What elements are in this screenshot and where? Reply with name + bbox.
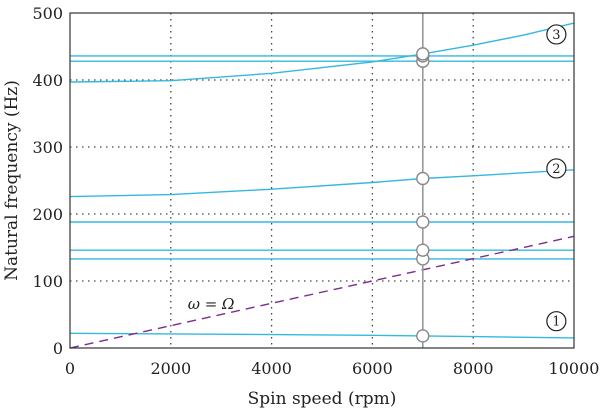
y-tick-label: 100: [32, 272, 63, 291]
mode-label-circle: [546, 311, 567, 332]
operating-point-marker: [416, 47, 430, 61]
x-tick-label: 0: [65, 359, 75, 378]
series-line-5: [69, 169, 575, 198]
y-tick-label: 400: [32, 71, 63, 90]
x-tick-label: 10000: [549, 359, 600, 378]
operating-markers: [416, 47, 430, 343]
mode-label-text: 2: [552, 162, 560, 177]
series-line-9: [69, 235, 575, 349]
y-tick-label: 0: [53, 339, 63, 358]
y-tick-label: 500: [32, 4, 63, 23]
operating-point-marker: [416, 171, 430, 186]
x-axis-title: Spin speed (rpm): [248, 389, 397, 409]
operating-point-marker: [416, 243, 430, 257]
x-tick-labels: 0 2000 4000 6000 8000 10000: [65, 359, 600, 378]
x-tick-label: 6000: [352, 359, 393, 378]
mode-label: 3: [546, 24, 567, 45]
operating-point-marker: [416, 329, 430, 343]
y-axis-title: Natural frequency (Hz): [2, 80, 22, 281]
series-line-1: [69, 332, 575, 339]
curves: [69, 22, 575, 349]
mode-label-circle: [546, 24, 567, 45]
excitation-annotation: ω = Ω: [188, 295, 235, 313]
grid: [70, 13, 574, 348]
x-tick-label: 4000: [251, 359, 292, 378]
mode-label-text: 3: [552, 28, 560, 43]
y-tick-label: 200: [32, 205, 63, 224]
y-tick-labels: 0 100 200 300 400 500: [32, 4, 63, 358]
y-tick-label: 300: [32, 138, 63, 157]
mode-label-circle: [546, 158, 567, 179]
mode-label: 1: [546, 311, 567, 332]
x-tick-label: 2000: [150, 359, 191, 378]
mode-labels: 1 2 3: [546, 24, 567, 332]
mode-label: 2: [546, 158, 567, 179]
x-tick-label: 8000: [453, 359, 494, 378]
mode-label-text: 1: [552, 315, 560, 330]
plot-frame: [69, 12, 575, 349]
operating-point-marker: [416, 215, 430, 229]
series-line-6: [69, 22, 575, 83]
